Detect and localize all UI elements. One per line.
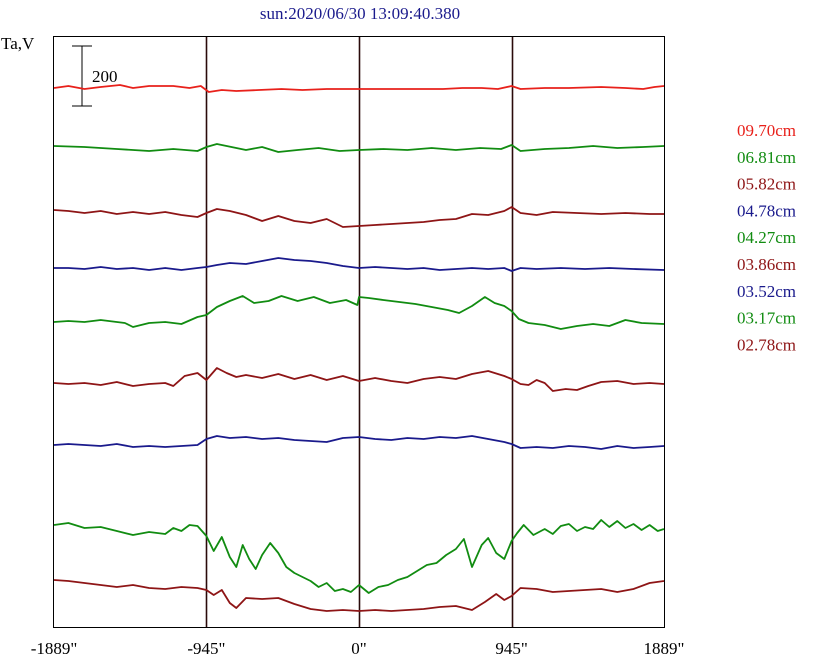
series-line-1: [53, 143, 665, 153]
x-tick-label-0: -1889": [31, 639, 78, 658]
legend: 09.70cm 06.81cm 05.82cm 04.78cm 04.27cm 03.86…: [737, 121, 796, 354]
legend-item-6: 03.52cm: [737, 282, 796, 301]
legend-item-4: 04.27cm: [737, 228, 796, 247]
legend-item-8: 02.78cm: [737, 335, 796, 354]
series-line-5: [53, 367, 665, 392]
legend-item-2: 05.82cm: [737, 175, 796, 194]
series-line-3: [54, 257, 665, 272]
series-line-7: [53, 519, 665, 594]
y-axis-label: Ta,V: [1, 34, 35, 53]
legend-item-0: 09.70cm: [737, 121, 796, 140]
x-tick-label-3: 945": [495, 639, 527, 658]
legend-item-3: 04.78cm: [737, 201, 796, 220]
series-line-8: [53, 579, 665, 612]
series-line-0: [53, 84, 665, 93]
limb-markers: [205, 37, 514, 627]
scale-bar: 200: [72, 45, 118, 107]
legend-item-7: 03.17cm: [737, 309, 796, 328]
series-line-2: [53, 206, 664, 228]
x-tick-labels: -1889" -945" 0" 945" 1889": [31, 639, 685, 658]
x-tick-label-1: -945": [187, 639, 225, 658]
chart-title: sun:2020/06/30 13:09:40.380: [260, 4, 460, 23]
plot-frame: [53, 36, 665, 628]
series-line-6: [53, 435, 665, 450]
series-line-4: [53, 295, 665, 330]
x-tick-label-4: 1889": [644, 639, 685, 658]
legend-item-1: 06.81cm: [737, 148, 796, 167]
scale-bar-label: 200: [92, 67, 118, 86]
series-layer: [53, 84, 665, 612]
x-tick-label-2: 0": [351, 639, 366, 658]
legend-item-5: 03.86cm: [737, 255, 796, 274]
